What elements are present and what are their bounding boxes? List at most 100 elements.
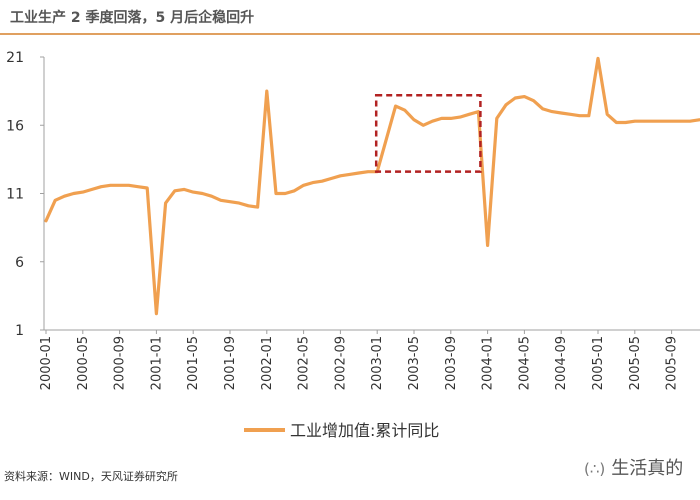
data-point bbox=[449, 117, 452, 120]
data-point bbox=[532, 99, 535, 102]
data-point bbox=[100, 185, 103, 188]
data-point bbox=[606, 113, 609, 116]
data-point bbox=[339, 174, 342, 177]
data-point bbox=[127, 184, 130, 187]
data-point bbox=[320, 180, 324, 183]
data-point bbox=[504, 103, 508, 106]
data-point bbox=[238, 201, 241, 205]
data-point bbox=[192, 190, 195, 194]
data-point bbox=[302, 184, 305, 187]
data-point bbox=[458, 115, 462, 119]
x-tick-label: 2000-01 bbox=[39, 336, 54, 390]
data-point bbox=[541, 107, 544, 111]
x-tick-label: 2001-09 bbox=[223, 336, 238, 390]
data-point bbox=[357, 171, 360, 175]
x-tick-label: 2000-05 bbox=[76, 336, 91, 390]
data-point bbox=[182, 188, 186, 191]
data-point bbox=[330, 177, 333, 180]
data-point bbox=[440, 117, 443, 120]
x-tick-label: 2001-01 bbox=[149, 336, 164, 390]
data-point bbox=[550, 110, 554, 113]
x-tick-label: 2002-05 bbox=[297, 336, 312, 390]
data-point bbox=[109, 184, 112, 187]
wechat-icon: (∴) bbox=[584, 460, 606, 478]
x-axis: 2000-01 2000-05 2000-09 2001-01 2001-05 2001-… bbox=[39, 329, 700, 390]
data-point bbox=[477, 110, 480, 113]
title-rule bbox=[0, 33, 700, 35]
data-point bbox=[201, 192, 204, 195]
x-tick-label: 2002-09 bbox=[333, 336, 348, 390]
y-tick-label: 16 bbox=[6, 118, 24, 134]
x-tick-label: 2005-01 bbox=[591, 336, 606, 390]
data-point bbox=[63, 195, 66, 198]
data-point bbox=[118, 184, 121, 187]
data-point bbox=[624, 121, 627, 124]
data-point bbox=[633, 119, 636, 123]
data-point bbox=[679, 119, 682, 123]
y-tick-label: 6 bbox=[15, 255, 24, 271]
x-tick-label: 2003-09 bbox=[444, 336, 459, 390]
data-point bbox=[72, 192, 75, 195]
x-tick-label: 2005-05 bbox=[628, 336, 643, 390]
data-point bbox=[136, 185, 140, 188]
data-point bbox=[615, 121, 618, 124]
data-point bbox=[468, 113, 471, 116]
data-point bbox=[486, 244, 489, 247]
data-point bbox=[293, 189, 296, 192]
data-point bbox=[514, 96, 517, 100]
data-point bbox=[587, 114, 590, 117]
highlight-layer bbox=[374, 93, 482, 173]
data-point bbox=[173, 189, 176, 192]
data-point bbox=[311, 181, 314, 184]
legend: 工业增加值:累计同比 bbox=[244, 421, 439, 440]
y-tick-label: 1 bbox=[15, 323, 24, 339]
data-point bbox=[348, 173, 351, 176]
watermark-text: 生活真的 bbox=[611, 458, 684, 479]
data-point bbox=[431, 119, 434, 123]
data-point bbox=[247, 204, 250, 207]
data-point bbox=[54, 199, 57, 202]
data-point bbox=[670, 119, 673, 123]
data-point bbox=[210, 195, 213, 198]
chart-title: 工业生产 2 季度回落，5 月后企稳回升 bbox=[10, 10, 255, 26]
series-line bbox=[44, 56, 700, 316]
data-point bbox=[44, 219, 48, 222]
data-point bbox=[155, 312, 158, 315]
data-point bbox=[164, 201, 167, 205]
data-point bbox=[422, 124, 425, 127]
x-tick-label: 2004-05 bbox=[517, 336, 532, 390]
data-point bbox=[394, 104, 397, 108]
data-point bbox=[412, 118, 416, 121]
data-point bbox=[81, 190, 85, 194]
watermark: (∴) 生活真的 bbox=[584, 454, 683, 480]
x-tick-label: 2002-01 bbox=[260, 336, 275, 390]
data-point bbox=[523, 95, 526, 98]
x-tick-label: 2004-01 bbox=[481, 336, 496, 390]
y-tick-label: 11 bbox=[6, 187, 24, 203]
data-point bbox=[146, 186, 149, 190]
data-point bbox=[652, 119, 655, 123]
source-note: 资料来源：WIND，天风证券研究所 bbox=[4, 470, 178, 483]
x-tick-label: 2003-01 bbox=[370, 336, 385, 390]
legend-label: 工业增加值:累计同比 bbox=[290, 421, 439, 440]
x-tick-label: 2001-05 bbox=[186, 336, 201, 390]
highlight-box bbox=[374, 93, 482, 173]
data-point bbox=[569, 113, 572, 116]
x-tick-label: 2004-09 bbox=[554, 336, 569, 390]
data-point bbox=[284, 192, 287, 195]
data-point bbox=[642, 119, 646, 123]
data-point bbox=[219, 199, 222, 202]
data-point bbox=[385, 137, 388, 141]
data-point bbox=[578, 114, 581, 117]
series-layer bbox=[44, 56, 700, 316]
data-point bbox=[661, 119, 664, 123]
data-point bbox=[366, 170, 370, 173]
data-point bbox=[228, 200, 232, 203]
data-point bbox=[596, 57, 600, 60]
data-point bbox=[560, 111, 563, 115]
data-point bbox=[688, 119, 692, 123]
data-point bbox=[274, 192, 278, 195]
data-point bbox=[495, 117, 498, 120]
